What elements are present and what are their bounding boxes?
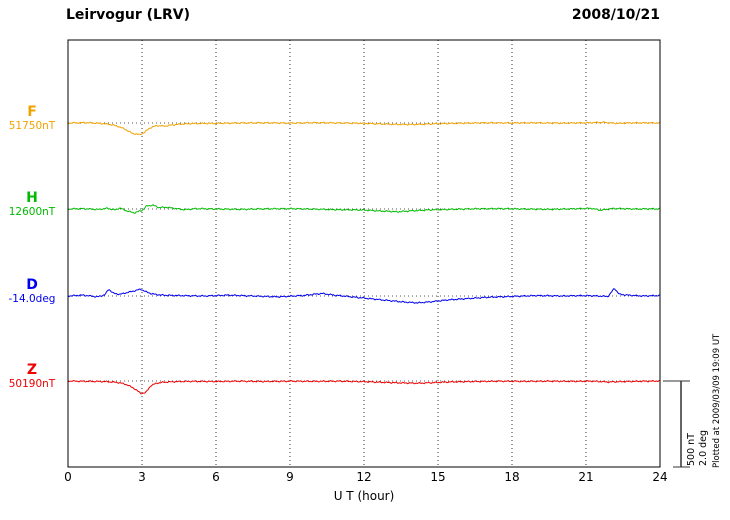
- trace-h-baseline-value: 12600nT: [8, 206, 56, 219]
- trace-z-name: Z: [26, 362, 38, 378]
- x-tick-label-24: 24: [652, 470, 668, 484]
- trace-d-baseline-value: -14.0deg: [8, 293, 56, 306]
- x-tick-label-0: 0: [64, 470, 72, 484]
- scale-bar-deg-label: 2.0 deg: [698, 429, 709, 466]
- x-tick-label-21: 21: [578, 470, 594, 484]
- trace-label-z: Z 50190nT: [2, 362, 62, 390]
- trace-label-f: F 51750nT: [2, 104, 62, 132]
- plotted-at-note: Plotted at 2009/03/09 19:09 UT: [712, 333, 722, 468]
- trace-d-name: D: [26, 277, 38, 293]
- x-tick-label-9: 9: [286, 470, 294, 484]
- trace-z-baseline-value: 50190nT: [8, 378, 56, 391]
- scale-bar-labels: 500 nT 2.0 deg: [686, 392, 709, 466]
- date-label: 2008/10/21: [571, 7, 660, 23]
- x-axis-label: U T (hour): [333, 489, 395, 503]
- trace-label-h: H 12600nT: [2, 190, 62, 218]
- scale-bar-nt-label: 500 nT: [686, 433, 697, 466]
- trace-label-d: D -14.0deg: [2, 277, 62, 305]
- x-tick-label-6: 6: [212, 470, 220, 484]
- trace-h-name: H: [26, 190, 38, 206]
- x-tick-label-18: 18: [504, 470, 520, 484]
- station-title: Leirvogur (LRV): [66, 7, 190, 23]
- x-tick-label-12: 12: [356, 470, 372, 484]
- x-tick-label-15: 15: [430, 470, 446, 484]
- x-tick-label-3: 3: [138, 470, 146, 484]
- trace-f-name: F: [27, 104, 37, 120]
- trace-f-baseline-value: 51750nT: [8, 120, 56, 133]
